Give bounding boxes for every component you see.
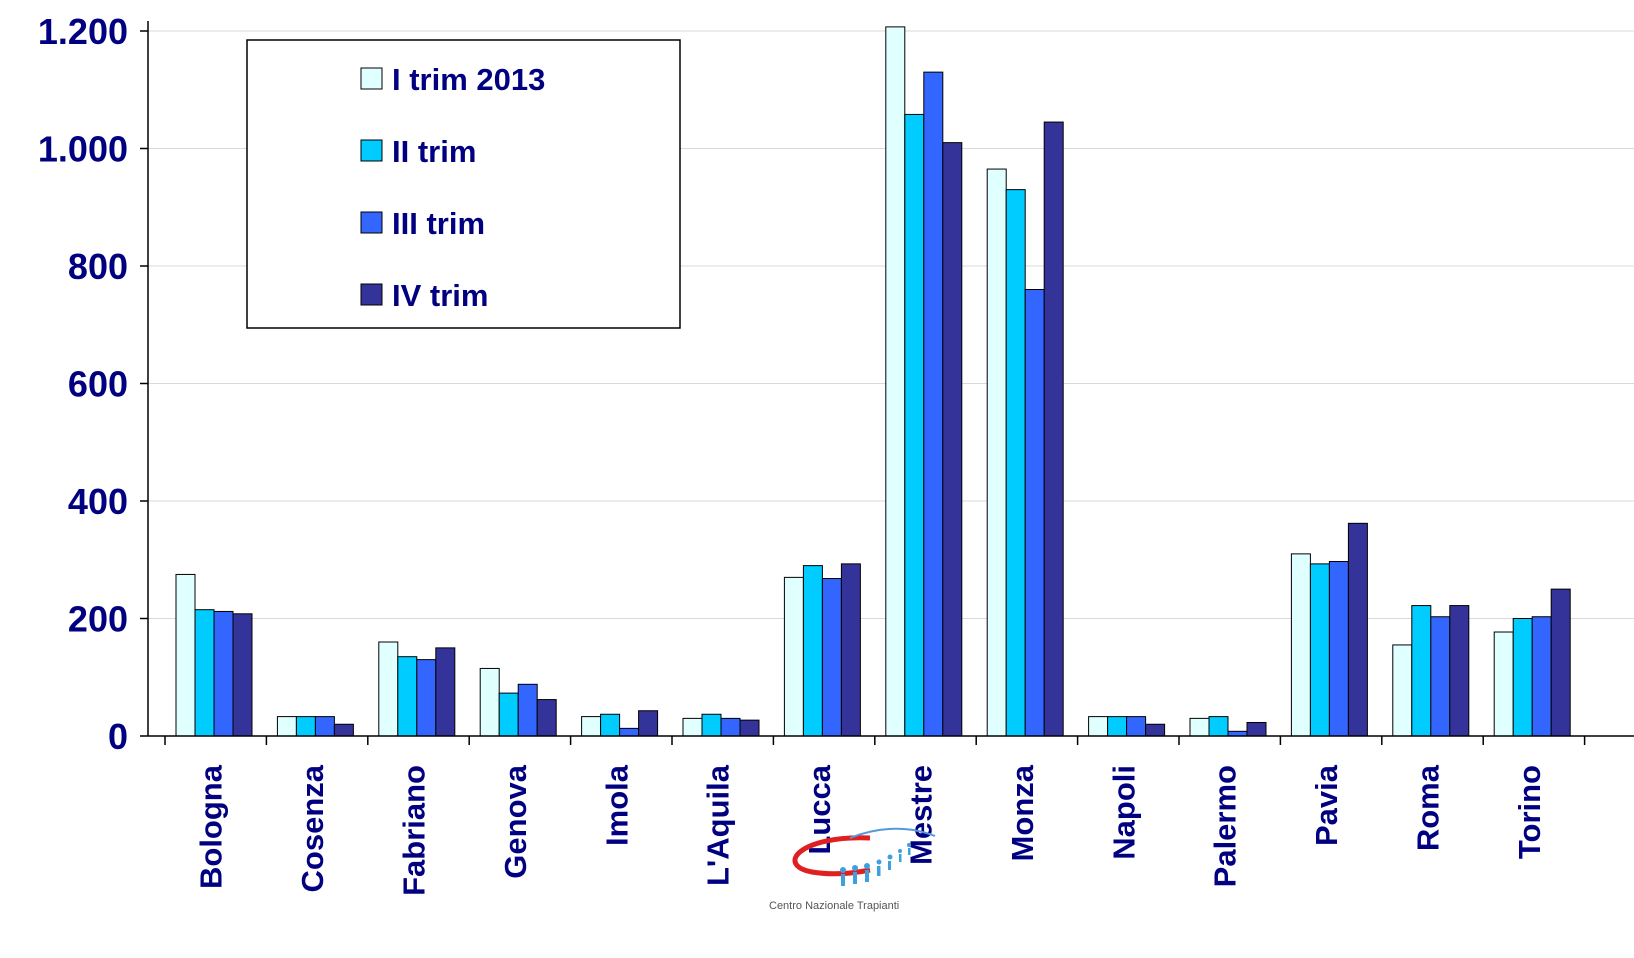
bar xyxy=(1043,121,1064,737)
bar xyxy=(1430,616,1451,737)
bar xyxy=(581,716,602,737)
bar xyxy=(295,716,316,737)
bar xyxy=(213,610,234,737)
y-tick-label: 600 xyxy=(68,364,128,405)
x-category-label: Cosenza xyxy=(295,764,330,892)
bar xyxy=(1309,563,1330,737)
bar xyxy=(378,641,399,737)
x-category-label: L'Aquila xyxy=(701,764,736,886)
bar xyxy=(720,717,741,737)
bar xyxy=(1145,723,1166,737)
bar xyxy=(1005,189,1026,737)
bar xyxy=(314,716,335,737)
bar xyxy=(1208,716,1229,737)
legend-label: II trim xyxy=(392,134,476,169)
logo-figures-icon xyxy=(840,843,911,886)
logo-caption: Centro Nazionale Trapianti xyxy=(769,900,899,912)
bar xyxy=(1449,605,1470,737)
bar xyxy=(1189,717,1210,737)
bar xyxy=(619,727,640,737)
bar xyxy=(536,699,557,737)
logo-arc-icon xyxy=(849,827,936,839)
bar xyxy=(232,613,253,737)
legend-swatch xyxy=(360,67,383,90)
y-tick-label: 800 xyxy=(68,246,128,287)
x-category-label: Imola xyxy=(599,764,634,846)
bar xyxy=(194,609,215,737)
bar xyxy=(1347,522,1368,737)
bar xyxy=(986,168,1007,737)
bar xyxy=(416,659,437,737)
bar xyxy=(175,573,196,737)
x-category-label: Genova xyxy=(498,764,533,878)
bar xyxy=(397,656,418,737)
bar xyxy=(1290,553,1311,737)
x-axis-labels: Bologna Cosenza Fabriano Genova Imola L'Aquil… xyxy=(194,764,1547,896)
legend-label: IV trim xyxy=(392,278,488,313)
bar xyxy=(517,683,538,737)
bar xyxy=(885,26,906,737)
bar xyxy=(802,565,823,737)
x-category-label: Bologna xyxy=(194,764,229,889)
bar xyxy=(333,723,354,737)
legend-label: I trim 2013 xyxy=(392,62,545,97)
bar xyxy=(1126,716,1147,737)
bar xyxy=(1107,716,1128,737)
y-tick-label: 1.200 xyxy=(38,11,128,52)
bar xyxy=(840,563,861,737)
x-category-label: Fabriano xyxy=(397,765,432,896)
bar xyxy=(1246,721,1267,737)
bar xyxy=(276,716,297,737)
bar xyxy=(1088,716,1109,737)
bar xyxy=(783,576,804,737)
bar xyxy=(942,142,963,737)
x-category-label: Palermo xyxy=(1208,765,1243,887)
bar xyxy=(1493,631,1514,737)
bar xyxy=(1024,289,1045,737)
y-tick-label: 1.000 xyxy=(38,129,128,170)
bar xyxy=(479,667,500,737)
x-category-label: Monza xyxy=(1005,764,1040,861)
y-tick-label: 200 xyxy=(68,599,128,640)
bar xyxy=(701,713,722,737)
y-tick-label: 400 xyxy=(68,481,128,522)
legend-swatch xyxy=(360,139,383,162)
legend-box xyxy=(246,39,681,329)
bar xyxy=(923,71,944,737)
legend-swatch xyxy=(360,211,383,234)
legend-swatch xyxy=(360,283,383,306)
bar xyxy=(638,710,659,737)
x-category-label: Torino xyxy=(1512,765,1547,859)
bar xyxy=(1392,644,1413,737)
bar xyxy=(739,719,760,737)
bars xyxy=(175,26,1571,737)
bar xyxy=(1411,605,1432,737)
bar xyxy=(600,713,621,737)
x-category-label: Roma xyxy=(1411,764,1446,851)
y-axis-ticks: 0 200 400 600 800 1.000 1.200 xyxy=(38,11,148,757)
bar xyxy=(1512,618,1533,737)
x-category-label: Napoli xyxy=(1106,765,1141,860)
logo-swoosh-icon xyxy=(792,835,871,877)
y-tick-label: 0 xyxy=(108,716,128,757)
bar xyxy=(1328,561,1349,737)
bar xyxy=(1531,616,1552,737)
bar xyxy=(435,647,456,737)
bar xyxy=(904,113,925,737)
x-category-label: Pavia xyxy=(1309,764,1344,846)
bar xyxy=(1550,588,1571,737)
axes xyxy=(147,21,1634,745)
bar xyxy=(682,717,703,737)
logo: Centro Nazionale Trapianti xyxy=(769,827,936,912)
legend: I trim 2013 II trim III trim IV trim xyxy=(246,39,681,329)
bar xyxy=(821,578,842,737)
legend-label: III trim xyxy=(392,206,485,241)
bar xyxy=(498,692,519,737)
